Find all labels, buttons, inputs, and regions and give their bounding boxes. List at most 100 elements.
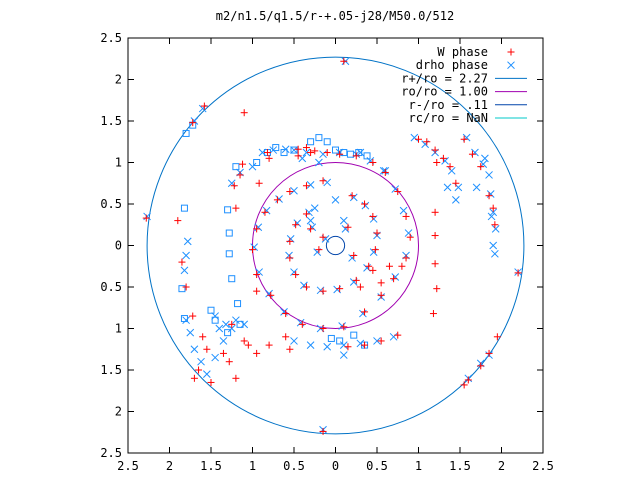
w-phase-point [446, 163, 454, 171]
drho-phase-point [349, 193, 358, 202]
legend-label: W phase [437, 45, 488, 59]
w-phase-point [302, 210, 310, 218]
squares-point [323, 138, 331, 146]
drho-phase-point [281, 145, 290, 154]
w-phase-point [373, 229, 381, 237]
w-phase-point [402, 254, 410, 262]
drho-phase-point [389, 332, 398, 341]
w-phase-point [406, 233, 414, 241]
w-phase-point [239, 160, 247, 168]
w-phase-point [371, 246, 379, 254]
drho-phase-point [472, 183, 481, 192]
legend-marker-sample [507, 61, 515, 70]
drho-phase-point [262, 206, 271, 215]
legend-label: r-/ro = .11 [409, 98, 488, 112]
squares-point [178, 285, 186, 293]
w-phase-point [319, 233, 327, 241]
w-phase-point [244, 341, 252, 349]
w-phase-point [294, 145, 302, 153]
w-phase-point [352, 152, 360, 160]
w-phase-point [352, 276, 360, 284]
drho-phase-point [410, 133, 419, 142]
squares-point [253, 159, 261, 166]
circle-rro [146, 56, 525, 435]
w-phase-point [340, 57, 348, 65]
drho-phase-point [211, 353, 220, 362]
w-phase-point [369, 212, 377, 220]
y-tick-label: 0.5 [100, 197, 122, 211]
w-phase-point [228, 320, 236, 328]
drho-phase-point [338, 322, 346, 330]
w-phase-point [319, 427, 327, 435]
w-phase-point [377, 291, 385, 299]
y-tick-label: 1 [115, 156, 122, 170]
drho-phase-point [310, 204, 319, 213]
x-tick-label: 1.5 [200, 459, 222, 473]
squares-point [224, 329, 232, 337]
squares-point [180, 204, 188, 212]
drho-phase-point [361, 201, 370, 210]
drho-phase-point [491, 225, 500, 233]
w-phase-point [429, 310, 437, 318]
drho-phase-point [356, 148, 365, 157]
drho-phase-point [359, 309, 367, 318]
w-phase-point [232, 204, 240, 212]
w-phase-point [240, 337, 248, 345]
x-tick-label: 2 [166, 459, 173, 473]
w-phase-point [336, 150, 344, 158]
squares-point [207, 306, 215, 314]
x-tick-label: 0 [332, 459, 339, 473]
squares-point [350, 331, 358, 339]
w-phase-point [286, 345, 294, 353]
w-phase-point [319, 287, 327, 295]
w-phase-point [323, 149, 331, 157]
w-phase-point [265, 341, 273, 349]
drho-phase-point [202, 370, 211, 379]
w-phase-point [200, 102, 208, 110]
drho-phase-point [190, 345, 199, 354]
w-phase-point [311, 147, 319, 155]
drho-phase-point [379, 166, 388, 175]
w-phase-point [195, 366, 203, 374]
x-tick-label: 2.5 [117, 459, 139, 473]
y-tick-label: 0.5 [100, 280, 122, 294]
w-phase-point [302, 182, 310, 190]
w-phase-point [452, 179, 460, 187]
w-phase-point [302, 283, 310, 291]
drho-phase-point [451, 195, 460, 204]
w-phase-point [431, 146, 439, 154]
w-phase-point [267, 291, 275, 299]
x-tick-label: 1 [249, 459, 256, 473]
y-tick-label: 2.5 [100, 31, 122, 45]
w-phase-point [460, 135, 468, 143]
drho-phase-point [487, 212, 496, 221]
drho-phase-point [290, 146, 298, 154]
y-tick-label: 0 [115, 239, 122, 253]
squares-point [225, 250, 233, 258]
w-phase-point [261, 208, 269, 216]
w-phase-point [344, 343, 352, 351]
w-phase-point [273, 196, 281, 204]
w-phase-point [236, 171, 244, 179]
w-phase-point [253, 225, 261, 233]
x-tick-label: 2 [498, 459, 505, 473]
w-phase-point [298, 320, 306, 328]
drho-phase-point [486, 190, 495, 198]
w-phase-point [253, 287, 261, 295]
w-phase-point [361, 341, 369, 349]
w-phase-point [398, 262, 406, 270]
drho-phase-point [248, 162, 257, 171]
w-phase-point [199, 333, 207, 341]
drho-phase-point [481, 154, 489, 163]
circle-rro [325, 235, 346, 256]
w-phase-point [230, 182, 238, 190]
w-phase-point [431, 260, 439, 268]
drho-phase-point [443, 183, 452, 192]
w-phase-point [182, 283, 190, 291]
squares-point [332, 146, 339, 154]
squares-point [211, 316, 219, 324]
x-tick-label: 0.5 [283, 459, 305, 473]
squares-point [336, 337, 344, 345]
